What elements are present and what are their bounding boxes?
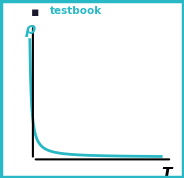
Text: testbook: testbook bbox=[50, 6, 102, 16]
Text: ▪: ▪ bbox=[31, 6, 40, 19]
Text: ρ: ρ bbox=[25, 22, 36, 37]
Text: T: T bbox=[162, 167, 172, 178]
